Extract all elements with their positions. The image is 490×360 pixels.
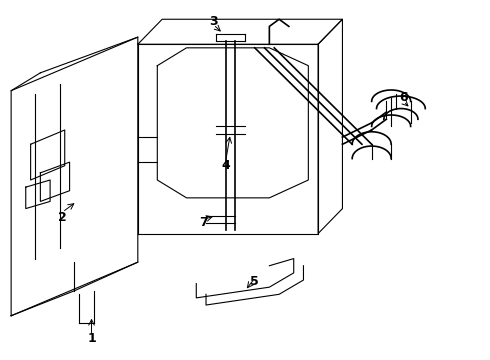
Text: 7: 7: [199, 216, 208, 229]
Text: 2: 2: [58, 211, 67, 224]
Text: 1: 1: [87, 333, 96, 346]
Text: 6: 6: [399, 91, 408, 104]
Text: 4: 4: [221, 159, 230, 172]
Text: 5: 5: [250, 275, 259, 288]
Text: 3: 3: [209, 14, 218, 27]
